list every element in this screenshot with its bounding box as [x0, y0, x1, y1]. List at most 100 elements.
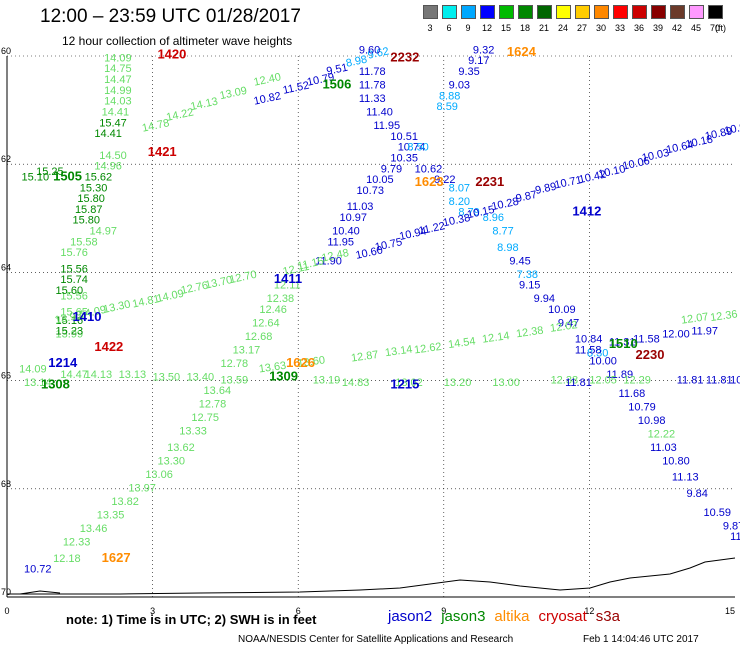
colorbar-tick: 18 [519, 23, 530, 33]
colorbar-tick: 36 [633, 23, 644, 33]
colorbar-tick: 9 [465, 23, 471, 33]
swh-value-label: 9.47 [558, 318, 579, 330]
swh-value-label: 11.15 [296, 255, 325, 272]
pass-time-label: 1624 [507, 44, 537, 59]
swh-value-label: 11.78 [359, 79, 386, 91]
swh-value-label: 9.84 [686, 488, 707, 500]
swh-value-label: 11.89 [606, 369, 633, 381]
swh-value-label: 15.76 [60, 247, 88, 259]
pass-time-label: 1214 [48, 355, 78, 370]
swh-value-label: 14.97 [90, 226, 118, 238]
footnote: note: 1) Time is in UTC; 2) SWH is in fe… [66, 612, 317, 627]
swh-value-label: 14.09 [78, 304, 107, 321]
legend-entry-jason3: jason3 [441, 608, 486, 625]
swh-value-label: 14.75 [104, 63, 132, 75]
swh-value-label: 8.98 [345, 54, 368, 70]
swh-value-label: 10.75 [374, 236, 403, 253]
swh-value-label: 15.65 [60, 307, 88, 319]
swh-value-label: 11 [730, 531, 740, 543]
colorbar-swatch [651, 5, 666, 19]
swh-value-label: 10.60 [355, 244, 384, 261]
colorbar-tick: 70 [709, 23, 720, 33]
x-tick-label: 9 [441, 606, 446, 616]
colorbar-tick: 3 [427, 23, 433, 33]
swh-value-label: 13.14 [24, 377, 52, 389]
coastline [7, 557, 736, 595]
pass-time-label: 1626 [286, 355, 315, 370]
colorbar-swatch [461, 5, 476, 19]
swh-value-label: 10.35 [390, 152, 418, 164]
colorbar-swatch [594, 5, 609, 19]
swh-value-label: 8.30 [587, 347, 608, 359]
swh-value-label: 13.93 [54, 309, 83, 326]
swh-value-label: 10.64 [665, 139, 694, 156]
colorbar-swatch [537, 5, 552, 19]
swh-value-label: 10.62 [415, 163, 443, 175]
swh-value-label: 12.11 [274, 280, 301, 292]
swh-value-label: 14.03 [104, 96, 132, 108]
swh-value-label: 15.80 [73, 215, 101, 227]
swh-value-label: 9.87 [723, 520, 740, 532]
swh-value-label: 14.83 [342, 377, 370, 389]
swh-value-label: 15.56 [60, 290, 88, 302]
swh-value-label: 10.94 [398, 225, 427, 242]
swh-value-label: 14.22 [165, 106, 194, 123]
colorbar-swatch [575, 5, 590, 19]
swh-value-label: 13.19 [313, 374, 341, 386]
swh-value-label: 13.50 [153, 372, 181, 384]
coastline [19, 590, 61, 595]
swh-value-label: 8.50 [407, 142, 428, 154]
swh-value-label: 12.78 [199, 399, 227, 411]
swh-value-label: 10.82 [253, 90, 282, 107]
swh-value-label: 10.84 [575, 334, 603, 346]
swh-value-label: 14.47 [60, 369, 88, 381]
swh-value-label: 13.70 [204, 274, 233, 291]
y-tick-label: 64 [1, 262, 11, 272]
colorbar-tick: 6 [446, 23, 452, 33]
y-tick-label: 70 [1, 587, 11, 597]
swh-value-label: 13.13 [119, 369, 147, 381]
swh-value-label: 8.98 [497, 242, 518, 254]
swh-value-label: 11.97 [691, 326, 718, 338]
pass-time-label: 1506 [322, 76, 351, 91]
swh-value-label: 14.54 [447, 335, 476, 351]
credit-line: NOAA/NESDIS Center for Satellite Applica… [238, 634, 514, 645]
swh-value-label: 12.29 [623, 374, 651, 386]
swh-value-label: 11.95 [373, 120, 400, 132]
swh-value-label: 14.78 [141, 117, 170, 134]
swh-value-label: 10.96 [723, 120, 740, 137]
colorbar-swatch [499, 5, 514, 19]
colorbar-swatch [556, 5, 571, 19]
colorbar-swatch [518, 5, 533, 19]
swh-value-label: 14.13 [190, 96, 219, 113]
swh-value-label: 10.03 [641, 147, 670, 164]
y-tick-label: 68 [1, 479, 11, 489]
x-tick-label: 15 [725, 606, 735, 616]
colorbar-tick: 45 [690, 23, 701, 33]
swh-value-label: 15.30 [80, 182, 108, 194]
swh-value-label: 14.09 [104, 52, 132, 64]
x-tick-label: 12 [584, 606, 594, 616]
swh-value-label: 13.09 [219, 85, 248, 102]
swh-value-label: 13.46 [80, 523, 108, 535]
satellite-legend: jason2 jason3 altika cryosat s3a [388, 608, 629, 625]
swh-value-label: 13.64 [204, 385, 232, 397]
x-tick-label: 0 [4, 606, 9, 616]
map-subtitle: 12 hour collection of altimeter wave hei… [62, 34, 293, 48]
colorbar-swatch [670, 5, 685, 19]
pass-time-label: 1215 [390, 377, 419, 392]
swh-value-label: 10.71 [554, 174, 583, 191]
swh-value-label: 10.79 [628, 401, 656, 413]
colorbar-tick: 33 [614, 23, 625, 33]
swh-value-label: 12.07 [680, 311, 709, 327]
pass-time-label: 1308 [41, 377, 70, 392]
swh-value-label: 12.62 [413, 341, 442, 357]
swh-value-label: 12.05 [589, 374, 617, 386]
swh-value-label: 12.64 [252, 318, 280, 330]
swh-value-label: 13.59 [221, 374, 249, 386]
swh-value-label: 13.35 [97, 510, 125, 522]
swh-value-label: 13.97 [128, 483, 156, 495]
pass-time-label: 1420 [157, 47, 186, 62]
swh-value-label: 10.89 [704, 125, 733, 142]
swh-value-label: 12.38 [551, 374, 579, 386]
